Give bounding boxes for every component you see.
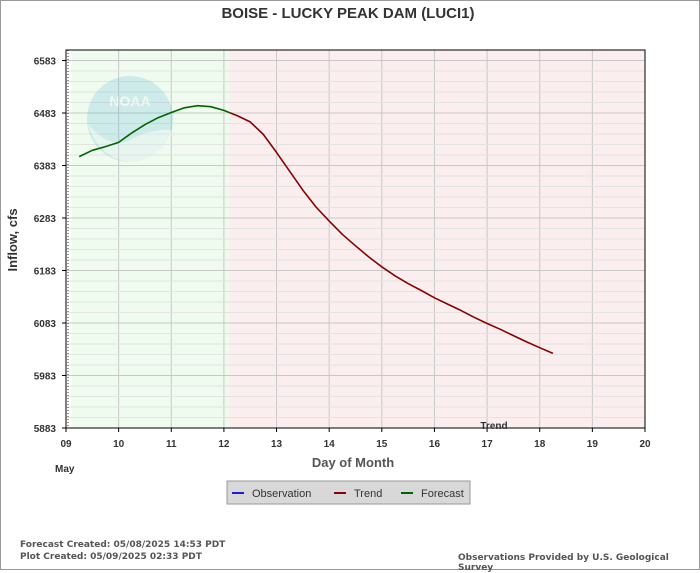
y-tick-label: 6483 — [34, 109, 57, 120]
y-tick-label: 6183 — [34, 267, 57, 278]
y-tick-label: 6283 — [34, 214, 57, 225]
x-tick-label: 13 — [271, 439, 283, 450]
noaa-watermark-text: NOAA — [109, 93, 150, 109]
legend-label-trend: Trend — [354, 488, 382, 500]
y-axis-label: Inflow, cfs — [5, 208, 20, 271]
x-tick-label: 14 — [324, 439, 336, 450]
x-tick-label: 12 — [218, 439, 230, 450]
x-tick-label: 18 — [534, 439, 546, 450]
series-forecast — [78, 104, 230, 158]
forecast-created-text: Forecast Created: 05/08/2025 14:53 PDT — [20, 540, 226, 550]
chart-title: BOISE - LUCKY PEAK DAM (LUCI1) — [221, 5, 474, 22]
plot-border — [65, 49, 646, 429]
x-tick-label: 11 — [166, 439, 177, 450]
noaa-logo-icon: NOAA — [87, 76, 173, 163]
legend-box — [226, 480, 471, 505]
x-tick-label: 17 — [482, 439, 494, 450]
plot-created-text: Plot Created: 05/09/2025 02:33 PDT — [20, 552, 202, 562]
legend-label-forecast: Forecast — [421, 488, 464, 500]
series-trend — [228, 111, 554, 355]
x-tick-label: 19 — [587, 439, 599, 450]
y-tick-label: 5883 — [34, 424, 57, 435]
y-tick-label: 6383 — [34, 162, 57, 173]
y-tick-label: 5983 — [34, 372, 57, 383]
y-tick-label: 6083 — [34, 319, 57, 330]
x-tick-label: 20 — [639, 439, 651, 450]
data-source-text: Observations Provided by U.S. Geological… — [458, 553, 669, 573]
trend-region-label: Trend — [480, 421, 507, 432]
x-tick-label: 10 — [113, 439, 125, 450]
x-tick-label: 15 — [376, 439, 388, 450]
x-tick-label: 16 — [429, 439, 441, 450]
x-month-label: May — [55, 464, 75, 475]
x-axis-label: Day of Month — [312, 455, 394, 470]
legend: Observation Trend Forecast — [226, 480, 471, 505]
legend-label-observation: Observation — [252, 488, 311, 500]
x-tick-label: 09 — [60, 439, 72, 450]
y-tick-label: 6583 — [34, 57, 57, 68]
